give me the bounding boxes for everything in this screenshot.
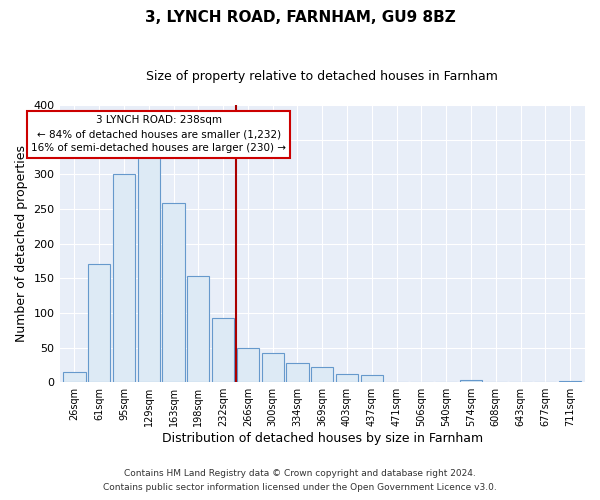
Bar xyxy=(187,276,209,382)
Bar xyxy=(88,264,110,382)
Bar xyxy=(113,174,135,382)
Bar xyxy=(311,367,334,382)
Bar xyxy=(137,156,160,382)
Bar xyxy=(212,318,234,382)
Bar xyxy=(336,374,358,382)
Text: Contains public sector information licensed under the Open Government Licence v3: Contains public sector information licen… xyxy=(103,484,497,492)
Bar xyxy=(460,380,482,382)
X-axis label: Distribution of detached houses by size in Farnham: Distribution of detached houses by size … xyxy=(162,432,483,445)
Bar xyxy=(559,381,581,382)
Bar xyxy=(237,348,259,382)
Bar xyxy=(163,204,185,382)
Title: Size of property relative to detached houses in Farnham: Size of property relative to detached ho… xyxy=(146,70,498,83)
Text: 3, LYNCH ROAD, FARNHAM, GU9 8BZ: 3, LYNCH ROAD, FARNHAM, GU9 8BZ xyxy=(145,10,455,25)
Text: 3 LYNCH ROAD: 238sqm
← 84% of detached houses are smaller (1,232)
16% of semi-de: 3 LYNCH ROAD: 238sqm ← 84% of detached h… xyxy=(31,116,286,154)
Bar xyxy=(63,372,86,382)
Bar xyxy=(361,376,383,382)
Bar xyxy=(286,363,308,382)
Bar xyxy=(262,353,284,382)
Y-axis label: Number of detached properties: Number of detached properties xyxy=(15,145,28,342)
Text: Contains HM Land Registry data © Crown copyright and database right 2024.: Contains HM Land Registry data © Crown c… xyxy=(124,468,476,477)
